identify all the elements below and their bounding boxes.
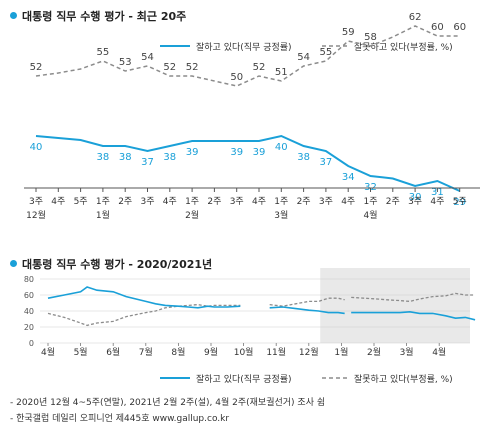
x-tick-label: 5주 — [453, 196, 467, 207]
x-tick-label: 1주 — [185, 196, 199, 207]
y-tick-label: 80 — [24, 275, 34, 284]
data-label-disapprove: 60 — [453, 22, 466, 33]
x-tick-label: 5주 — [74, 196, 88, 207]
legend-approve-label: 잘하고 있다(직무 긍정률) — [196, 373, 292, 385]
footnote-2: - 한국갤럽 데일리 오피니언 제445호 www.gallup.co.kr — [10, 414, 230, 424]
x-tick-label: 3주 — [408, 196, 422, 207]
x-tick-label: 3주 — [140, 196, 154, 207]
series-approve-line — [47, 286, 241, 309]
footnote-1: - 2020년 12월 4~5주(연말), 2021년 2월 2주(설), 4월… — [10, 398, 326, 408]
month-label: 4월 — [41, 346, 55, 358]
data-label-approve: 39 — [253, 147, 266, 158]
data-label-disapprove: 52 — [163, 62, 176, 73]
data-label-disapprove: 55 — [97, 47, 110, 58]
x-tick-label: 3주 — [29, 196, 43, 207]
series-disapprove-line — [47, 303, 241, 327]
series-approve-line — [351, 310, 476, 321]
chart1-svg: 잘하고 있다(직무 긍정률) 잘못하고 있다(부정률, %) 40 38 38 37 38 3… — [24, 12, 480, 221]
data-label-approve: 34 — [342, 172, 355, 183]
x-tick-label: 2주 — [297, 196, 311, 207]
data-label-disapprove: 52 — [186, 62, 199, 73]
month-label: 1월 — [334, 346, 348, 358]
legend-disapprove-label: 잘못하고 있다(부정률, %) — [354, 373, 453, 385]
shaded-recent-region — [320, 268, 470, 343]
series-disapprove-line — [35, 25, 460, 87]
data-label-approve: 38 — [297, 152, 310, 163]
month-label: 3월 — [274, 209, 288, 221]
bullet-dot-icon — [10, 11, 17, 19]
data-label-approve: 39 — [230, 147, 243, 158]
data-label-disapprove: 54 — [297, 52, 310, 63]
data-label-approve: 39 — [186, 147, 199, 158]
data-label-approve: 30 — [409, 192, 422, 203]
data-label-disapprove: 59 — [342, 27, 355, 38]
x-tick-label: 4주 — [252, 196, 266, 207]
data-label-disapprove: 60 — [431, 22, 444, 33]
x-tick-label: 2주 — [207, 196, 221, 207]
series-approve-line — [269, 306, 345, 315]
data-label-approve: 37 — [141, 157, 154, 168]
x-tick-label: 3주 — [319, 196, 333, 207]
series-disapprove-line — [351, 292, 476, 303]
y-tick-label: 60 — [24, 291, 34, 300]
data-label-approve: 40 — [30, 142, 43, 153]
legend-disapprove-label: 잘못하고 있다(부정률, %) — [354, 41, 453, 53]
data-label-disapprove: 53 — [119, 57, 132, 68]
month-label: 4월 — [363, 209, 377, 221]
y-tick-label: 40 — [24, 307, 34, 316]
x-tick-label: 4주 — [341, 196, 355, 207]
x-tick-label: 1주 — [363, 196, 377, 207]
data-label-approve: 40 — [275, 142, 288, 153]
data-label-approve: 38 — [119, 152, 132, 163]
data-label-approve: 37 — [320, 157, 333, 168]
month-label: 11월 — [266, 346, 286, 358]
month-label: 7월 — [139, 346, 153, 358]
data-label-disapprove: 50 — [230, 72, 243, 83]
x-tick-label: 1주 — [274, 196, 288, 207]
data-label-disapprove: 52 — [253, 62, 266, 73]
month-label: 1월 — [96, 209, 110, 221]
month-label: 2월 — [367, 346, 381, 358]
month-label: 5월 — [74, 346, 88, 358]
month-label: 3월 — [400, 346, 414, 358]
data-label-disapprove: 62 — [409, 12, 422, 23]
x-tick-label: 4주 — [430, 196, 444, 207]
data-label-disapprove: 51 — [275, 67, 288, 78]
data-label-disapprove: 52 — [30, 62, 43, 73]
x-tick-label: 4주 — [51, 196, 65, 207]
month-label: 9월 — [204, 346, 218, 358]
data-label-disapprove: 55 — [320, 47, 333, 58]
chart1-title: 대통령 직무 수행 평가 - 최근 20주 — [10, 8, 186, 24]
series-approve-line — [35, 134, 461, 192]
data-label-disapprove: 54 — [141, 52, 154, 63]
y-tick-label: 20 — [24, 323, 34, 332]
month-label: 6월 — [106, 346, 120, 358]
month-label: 10월 — [234, 346, 254, 358]
chart2-svg: 0 20 40 60 80 4월 5월 6월 7월 8월 9월 10월 11월 12월 1월 2월 3월 4월잘하… — [24, 268, 476, 385]
data-label-approve: 31 — [431, 187, 444, 198]
month-label: 2월 — [185, 209, 199, 221]
data-label-disapprove: 58 — [364, 32, 377, 43]
bullet-dot-icon — [10, 259, 17, 267]
x-tick-label: 1주 — [96, 196, 110, 207]
legend-approve-label: 잘하고 있다(직무 긍정률) — [196, 41, 292, 53]
x-tick-label: 2주 — [386, 196, 400, 207]
month-label: 12월 — [299, 346, 319, 358]
month-label: 12월 — [26, 209, 46, 221]
y-tick-label: 0 — [29, 339, 34, 348]
month-label: 8월 — [171, 346, 185, 358]
data-label-approve: 38 — [97, 152, 110, 163]
x-tick-label: 4주 — [163, 196, 177, 207]
chart2-title: 대통령 직무 수행 평가 - 2020/2021년 — [10, 256, 212, 272]
x-tick-label: 2주 — [118, 196, 132, 207]
data-label-approve: 38 — [163, 152, 176, 163]
data-label-approve: 29 — [453, 197, 466, 208]
series-disapprove-line — [269, 297, 345, 307]
x-tick-label: 3주 — [230, 196, 244, 207]
month-label: 4월 — [432, 346, 446, 358]
